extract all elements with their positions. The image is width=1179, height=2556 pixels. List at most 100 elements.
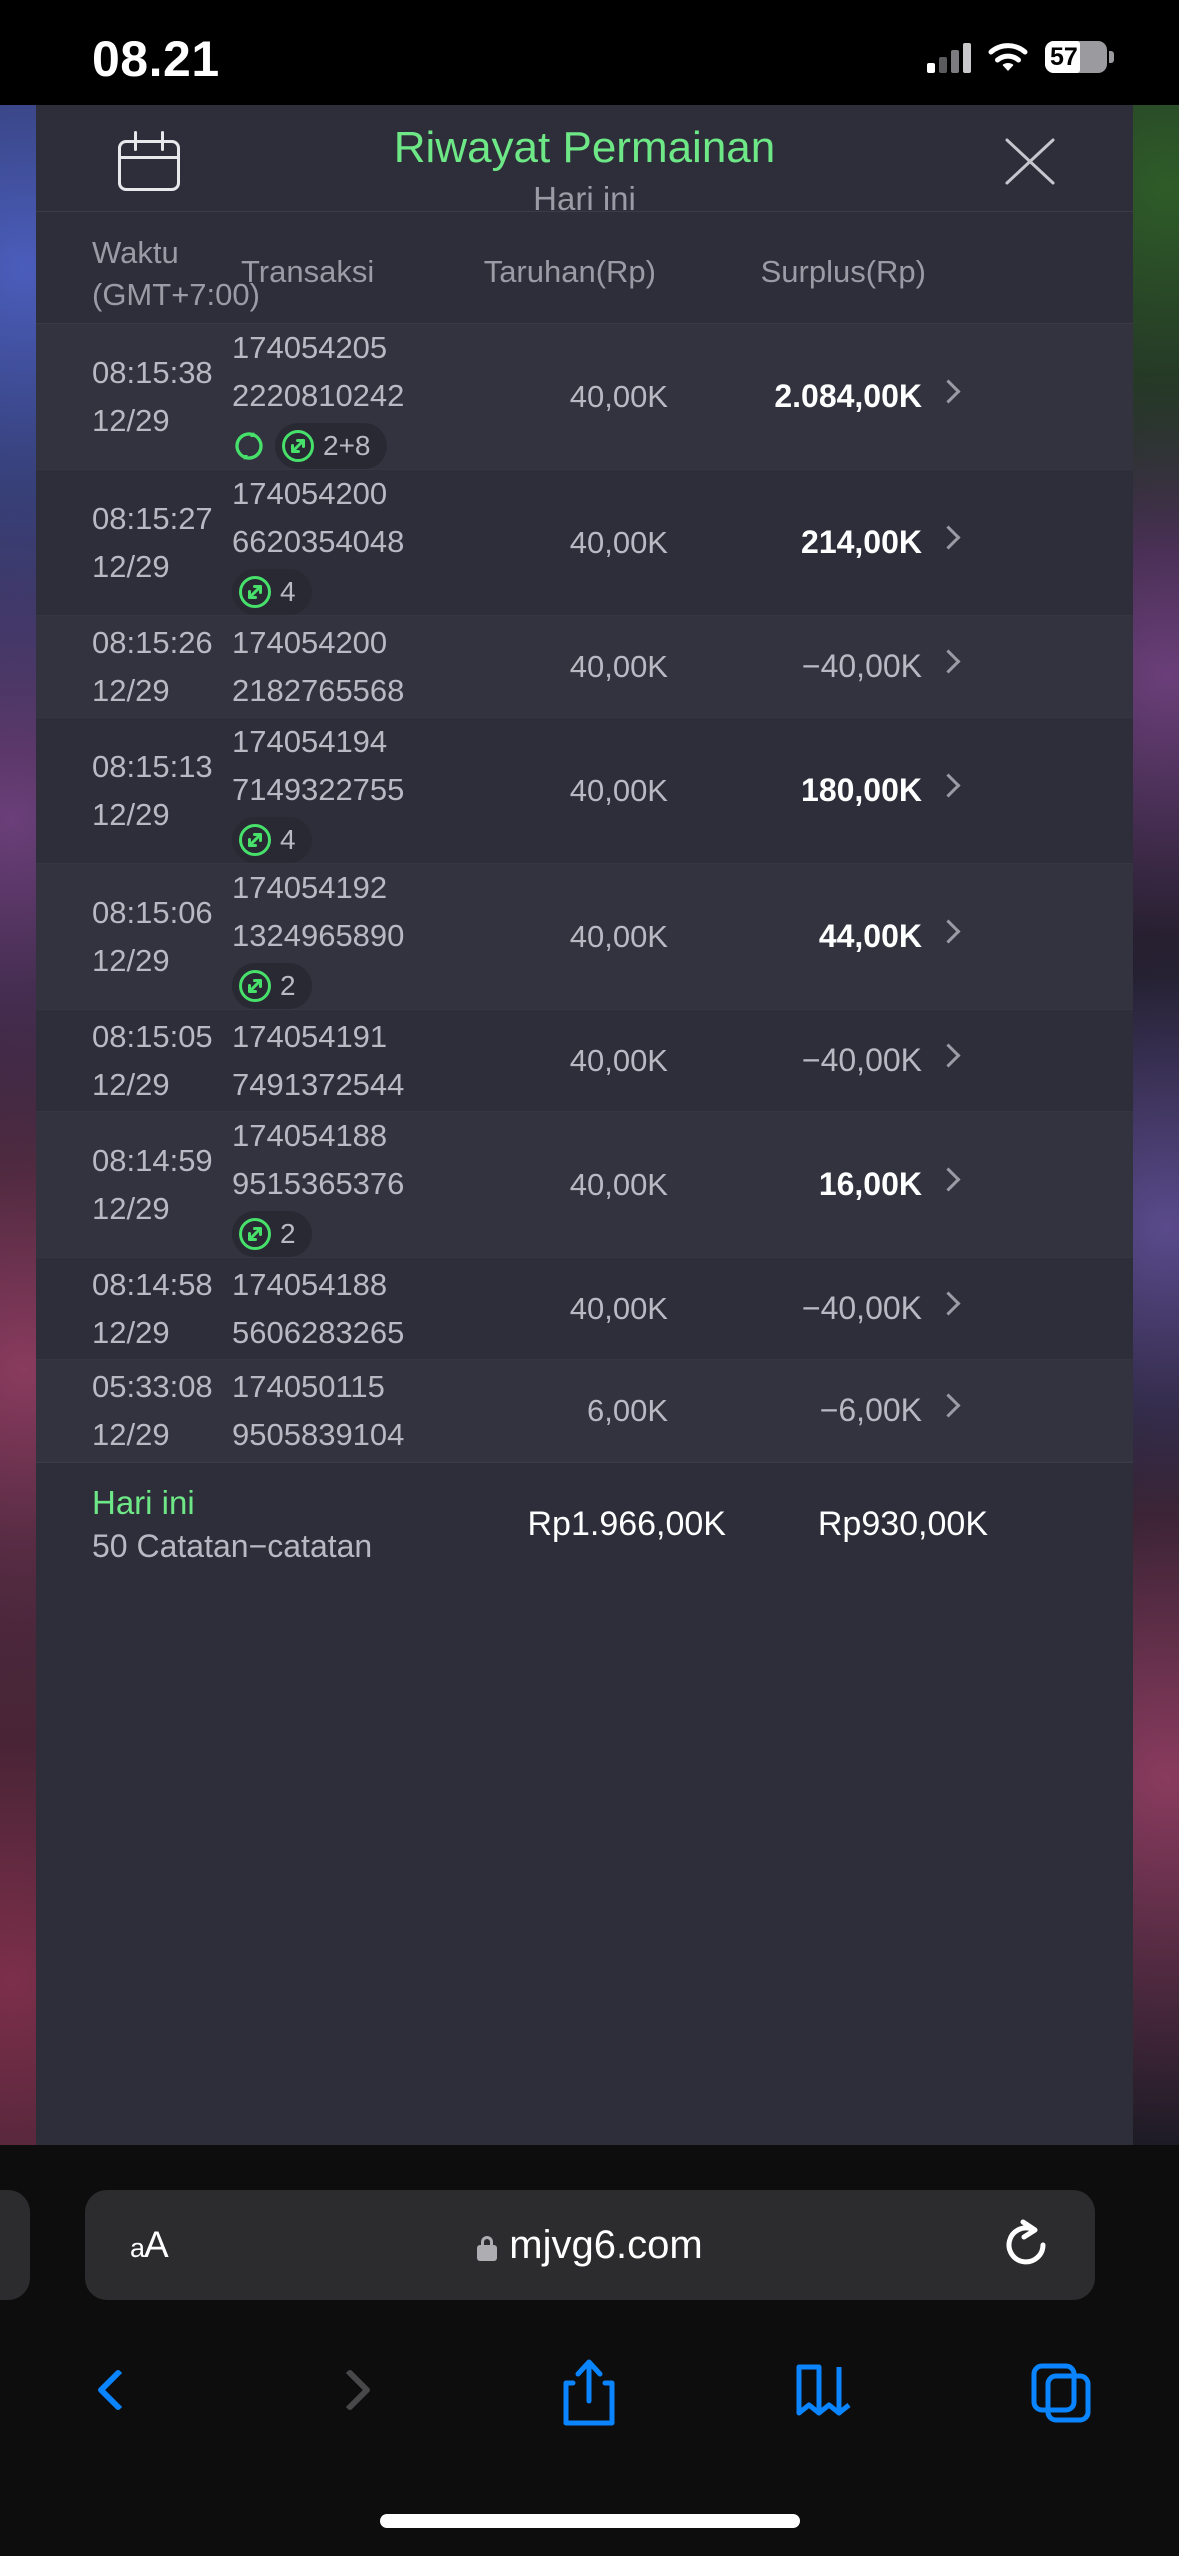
row-transaction-id1: 174054192 [232,870,388,905]
table-row[interactable]: 08:15:27 12/29 174054200 6620354048 4 40,00K 2… [36,470,1133,616]
table-row[interactable]: 08:14:58 12/29 174054188 5606283265 40,00K −4… [36,1258,1133,1360]
row-transaction-id1: 174050115 [232,1368,385,1404]
row-time-clock: 08:15:05 [92,1018,213,1054]
modal-title-block: Riwayat Permainan Hari ini [36,121,1133,221]
row-bet: 40,00K [569,524,668,560]
chevron-right-icon[interactable] [926,771,986,811]
share-icon [559,2357,619,2434]
back-button[interactable] [0,2335,236,2455]
bookmarks-icon [793,2363,857,2428]
row-badges: 2 [232,963,468,1009]
row-bet: 40,00K [569,1290,668,1326]
page-title: Riwayat Permainan [393,123,776,172]
address-bar[interactable]: aA mjvg6.com [85,2190,1095,2300]
column-header-time-line2: (GMT+7:00) [92,277,260,312]
row-transaction-id1: 174054200 [232,476,388,511]
chevron-right-icon[interactable] [926,1041,986,1081]
forward-button[interactable] [236,2335,472,2455]
row-badge[interactable] [232,423,266,469]
table-row[interactable]: 08:15:13 12/29 174054194 7149322755 4 40,00K 1… [36,718,1133,864]
tabs-button[interactable] [943,2335,1179,2455]
adjacent-tab-peek[interactable] [0,2190,30,2300]
table-row[interactable]: 08:14:59 12/29 174054188 9515365376 2 40,00K 1… [36,1112,1133,1258]
row-transaction: 174054191 7491372544 [232,1013,468,1109]
row-transaction-id2: 7491372544 [232,1066,405,1102]
text-size-button[interactable]: aA [130,2190,169,2300]
row-time: 08:15:26 12/29 [36,619,232,715]
wifi-icon [987,41,1029,73]
lock-icon [477,2236,498,2261]
row-time-date: 12/29 [92,548,170,584]
share-button[interactable] [472,2335,708,2455]
battery-percent: 57 [1050,43,1078,71]
reload-icon[interactable] [999,2218,1053,2272]
browser-toolbar [0,2335,1179,2455]
calendar-icon[interactable] [118,131,180,191]
row-transaction-id2: 2220810242 [232,378,405,413]
row-badge[interactable]: 4 [232,569,312,615]
row-badge[interactable]: 2 [232,963,312,1009]
column-header-bet: Taruhan(Rp) [483,254,656,289]
row-transaction: 174054188 9515365376 2 [232,1112,468,1257]
row-transaction-id2: 5606283265 [232,1314,405,1350]
row-time-date: 12/29 [92,1416,170,1452]
expand-arrows-icon [238,969,272,1003]
row-bet: 40,00K [569,772,668,808]
close-icon[interactable] [999,133,1061,189]
summary-record-count: 50 Catatan−catatan [92,1527,373,1564]
row-transaction: 174054188 5606283265 [232,1261,468,1357]
row-transaction-id2: 7149322755 [232,772,405,807]
battery-icon: 57 [1045,41,1114,73]
row-time: 08:15:06 12/29 [36,889,232,985]
row-transaction-id1: 174054188 [232,1118,388,1153]
row-transaction-id2: 2182765568 [232,672,405,708]
row-badges: 4 [232,817,468,863]
row-badges: 4 [232,569,468,615]
chevron-right-icon[interactable] [926,377,986,417]
row-time-date: 12/29 [92,1190,170,1226]
summary-left: Hari ini 50 Catatan−catatan [36,1482,468,1568]
transaction-list: 08:15:38 12/29 174054205 2220810242 2+8 40,00… [36,324,1133,1462]
row-transaction-id1: 174054194 [232,724,388,759]
row-surplus: −40,00K [801,1290,922,1326]
table-row[interactable]: 08:15:38 12/29 174054205 2220810242 2+8 40,00… [36,324,1133,470]
row-badge[interactable]: 2 [232,1211,312,1257]
status-bar: 08.21 57 [0,0,1179,105]
table-row[interactable]: 08:15:05 12/29 174054191 7491372544 40,00K −4… [36,1010,1133,1112]
row-surplus: −6,00K [819,1392,922,1428]
row-surplus: −40,00K [801,648,922,684]
modal-header: Riwayat Permainan Hari ini [36,105,1133,217]
bookmarks-button[interactable] [707,2335,943,2455]
row-surplus: 44,00K [818,918,922,954]
table-row[interactable]: 05:33:08 12/29 174050115 9505839104 6,00K −6,… [36,1360,1133,1462]
row-transaction: 174054194 7149322755 4 [232,718,468,863]
summary-row: Hari ini 50 Catatan−catatan Rp1.966,00K … [36,1462,1133,1586]
table-row[interactable]: 08:15:06 12/29 174054192 1324965890 2 40,00K 4… [36,864,1133,1010]
row-time-date: 12/29 [92,942,170,978]
row-transaction-id2: 9515365376 [232,1166,405,1201]
row-time: 08:14:59 12/29 [36,1137,232,1233]
address-bar-host-wrap[interactable]: mjvg6.com [85,2190,1095,2300]
row-bet: 6,00K [586,1392,668,1428]
row-badge[interactable]: 2+8 [275,423,387,469]
row-badge-label: 2 [280,1218,296,1249]
chevron-right-icon[interactable] [926,523,986,563]
row-badge[interactable]: 4 [232,817,312,863]
row-time-date: 12/29 [92,402,170,438]
row-bet: 40,00K [569,1042,668,1078]
chevron-right-icon[interactable] [926,1289,986,1329]
row-transaction: 174054205 2220810242 2+8 [232,324,468,469]
table-row[interactable]: 08:15:26 12/29 174054200 2182765568 40,00K −4… [36,616,1133,718]
row-time-clock: 08:15:13 [92,748,213,784]
row-time-clock: 05:33:08 [92,1368,213,1404]
chevron-right-icon[interactable] [926,1165,986,1205]
chevron-right-icon[interactable] [926,917,986,957]
row-time-clock: 08:14:59 [92,1142,213,1178]
chevron-right-icon[interactable] [926,1391,986,1431]
chevron-right-icon[interactable] [926,647,986,687]
row-time: 08:14:58 12/29 [36,1261,232,1357]
row-time-clock: 08:15:06 [92,894,213,930]
summary-period: Hari ini [92,1483,195,1521]
column-header-time-line1: Waktu [92,235,179,270]
row-transaction: 174054200 2182765568 [232,619,468,715]
